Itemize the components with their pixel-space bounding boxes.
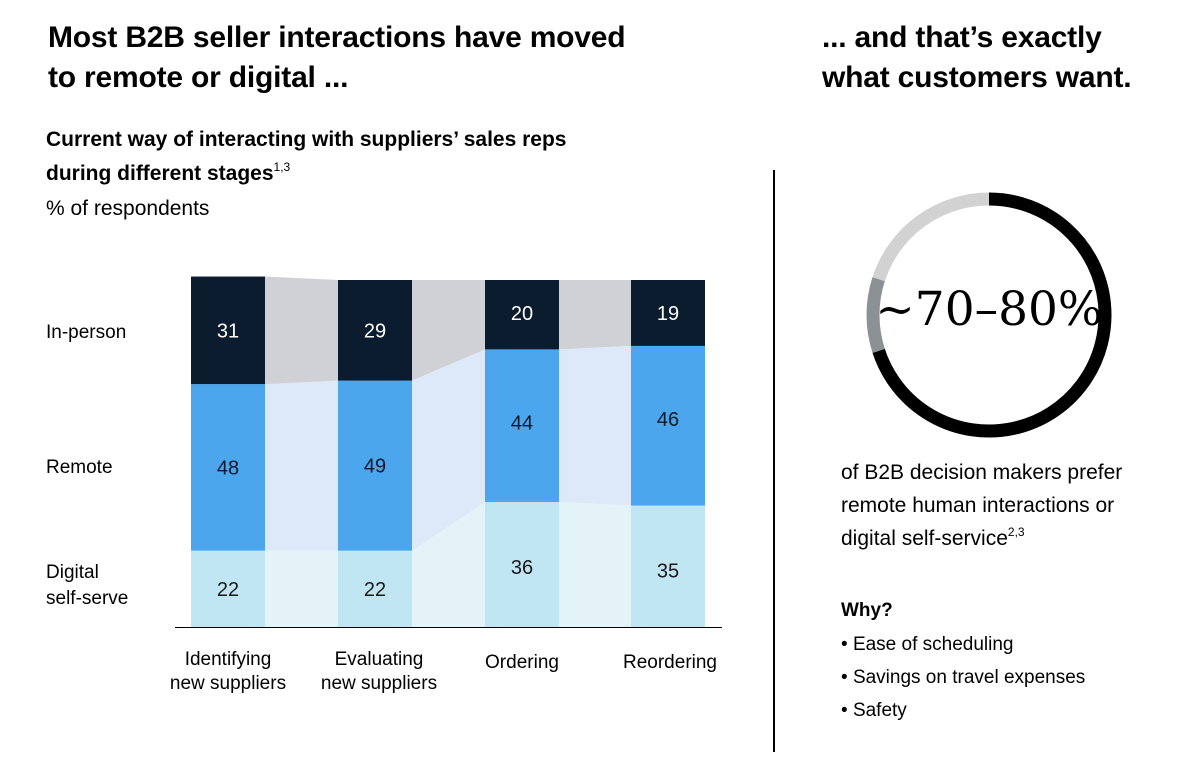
row-label-remote: Remote [46, 457, 113, 478]
section-divider [773, 170, 775, 752]
left-headline-line-1: Most B2B seller interactions have moved [48, 21, 626, 54]
donut-arc-rest [872, 192, 990, 282]
why-item-travel: • Savings on travel expenses [841, 667, 1086, 688]
bar-digital-2 [338, 550, 412, 627]
why-item-safety-text: Safety [852, 700, 907, 721]
chart-unit: % of respondents [46, 197, 210, 220]
left-headline-line-2: to remote or digital ... [48, 61, 349, 94]
chart-title: Current way of interacting with supplier… [46, 123, 566, 191]
value-label-digital-1: 22 [217, 579, 239, 601]
value-label-in-person-3: 20 [511, 303, 533, 325]
donut-caption-line-2: remote human interactions or [841, 494, 1115, 517]
why-item-scheduling: • Ease of scheduling [841, 634, 1014, 655]
band-in-person-1 [265, 276, 338, 385]
band-in-person-2 [412, 280, 485, 381]
bar-remote-2 [338, 380, 412, 551]
value-label-remote-4: 46 [657, 409, 679, 431]
category-label-ordering-line-1: Ordering [485, 652, 559, 673]
value-label-remote-1: 48 [217, 457, 239, 479]
band-in-person-3 [559, 280, 631, 350]
donut-arc-range [866, 277, 885, 353]
value-label-remote-3: 44 [511, 412, 533, 434]
chart-title-line-2-text: during different stages [46, 162, 274, 185]
band-digital-2 [412, 502, 485, 627]
value-label-digital-2: 22 [364, 579, 386, 601]
why-list: • Ease of scheduling • Savings on travel… [841, 628, 1085, 727]
donut-caption-line-3: digital self-service2,3 [841, 522, 1122, 555]
category-label-reordering: Reordering [610, 651, 730, 675]
row-label-digital-line-1: Digital [46, 562, 99, 583]
bar-remote-4 [631, 345, 705, 506]
bar-in-person-4 [631, 280, 705, 346]
value-label-digital-3: 36 [511, 557, 533, 579]
chart-title-line-1: Current way of interacting with supplier… [46, 128, 567, 151]
band-remote-1 [265, 380, 338, 551]
why-heading: Why? [841, 600, 893, 621]
row-label-digital-line-2: self-serve [46, 588, 129, 609]
category-label-reordering-line-1: Reordering [623, 652, 717, 673]
donut-caption-line-3-text: digital self-service [841, 527, 1008, 550]
why-item-scheduling-text: Ease of scheduling [852, 634, 1014, 655]
category-label-identifying-line-1: Identifying [184, 649, 272, 670]
band-digital-1 [265, 550, 338, 627]
value-label-digital-4: 35 [657, 561, 679, 583]
bar-digital-3 [485, 502, 559, 627]
value-label-remote-2: 49 [364, 456, 386, 478]
category-label-identifying-line-2: new suppliers [169, 673, 287, 694]
category-label-evaluating-line-2: new suppliers [320, 673, 438, 694]
right-headline: ... and that’s exactly what customers wa… [822, 18, 1132, 98]
bar-in-person-1 [191, 276, 265, 385]
right-headline-line-1: ... and that’s exactly [822, 21, 1102, 54]
bar-remote-3 [485, 349, 559, 503]
band-remote-2 [412, 349, 485, 551]
band-remote-3 [559, 345, 631, 506]
value-label-in-person-4: 19 [657, 303, 679, 325]
category-label-identifying: Identifying new suppliers [168, 648, 288, 696]
category-label-evaluating-line-1: Evaluating [334, 649, 424, 670]
row-label-digital: Digital self-serve [46, 560, 128, 612]
bar-digital-1 [191, 550, 265, 627]
right-headline-line-2: what customers want. [822, 61, 1132, 94]
value-label-in-person-2: 29 [364, 320, 386, 342]
chart-title-footnote: 1,3 [273, 160, 291, 174]
bar-remote-1 [191, 384, 265, 551]
value-label-in-person-1: 31 [217, 320, 239, 342]
left-headline: Most B2B seller interactions have moved … [48, 18, 626, 98]
bar-digital-4 [631, 505, 705, 627]
band-digital-3 [559, 502, 631, 627]
stacked-bar-chart: 22 48 31 22 49 29 36 44 20 35 46 19 [175, 276, 722, 628]
bar-in-person-2 [338, 280, 412, 381]
donut-value: ~70–80% [875, 282, 1103, 337]
row-label-in-person: In-person [46, 322, 127, 343]
why-item-travel-text: Savings on travel expenses [852, 667, 1086, 688]
donut-arc-main [872, 192, 1112, 438]
category-label-ordering: Ordering [462, 651, 582, 675]
donut-caption-line-1: of B2B decision makers prefer [841, 461, 1123, 484]
donut-caption-footnote: 2,3 [1007, 525, 1025, 539]
category-label-evaluating: Evaluating new suppliers [309, 648, 449, 696]
chart-title-line-2: during different stages1,3 [46, 157, 566, 191]
why-item-safety: • Safety [841, 700, 907, 721]
bar-in-person-3 [485, 280, 559, 350]
donut-caption: of B2B decision makers prefer remote hum… [841, 456, 1122, 555]
donut-ring [866, 192, 1112, 438]
